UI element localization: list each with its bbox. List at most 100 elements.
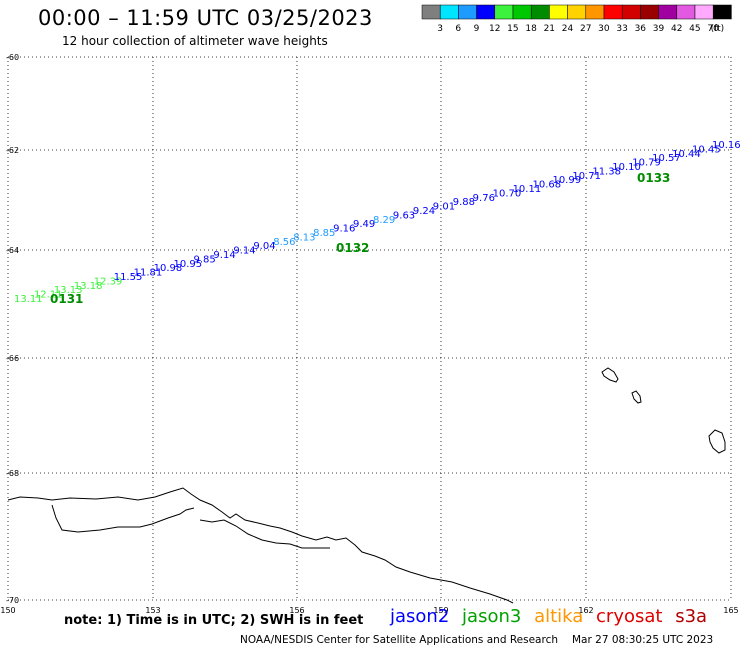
color-bin xyxy=(676,4,696,20)
axis-labels: 150 153 156 159 162 165 -60 -62 -64 -66 -68 -70 xyxy=(0,53,738,615)
legend-jason3: jason3 xyxy=(462,606,522,627)
color-bin xyxy=(494,4,514,20)
swh-label: 9.01 xyxy=(433,202,455,213)
legend-s3a: s3a xyxy=(675,606,708,627)
swh-label: 11.81 xyxy=(134,268,163,279)
coastline-inner xyxy=(51,504,195,533)
lat-label: -62 xyxy=(6,146,19,155)
island xyxy=(631,390,642,404)
lon-label: 156 xyxy=(289,606,304,615)
color-bin-label: 6 xyxy=(455,24,461,34)
color-bin xyxy=(640,4,659,20)
swh-label: 10.70 xyxy=(493,188,522,199)
swh-label: 9.04 xyxy=(253,241,275,252)
swh-label: 8.56 xyxy=(273,237,295,248)
swh-label: 12.11 xyxy=(34,290,63,301)
legend-cryosat: cryosat xyxy=(596,606,663,627)
swh-label: 10.44 xyxy=(672,149,701,160)
color-bin-label: 30 xyxy=(598,24,610,34)
swh-label: 13.18 xyxy=(74,281,103,292)
lat-label: -60 xyxy=(6,53,19,62)
swh-label: 10.10 xyxy=(612,162,641,173)
swh-label: 9.49 xyxy=(353,219,375,230)
color-bin xyxy=(530,4,550,20)
footer-timestamp: Mar 27 08:30:25 UTC 2023 xyxy=(572,634,714,646)
color-bin xyxy=(694,4,714,20)
units-note: note: 1) Time is in UTC; 2) SWH is in fe… xyxy=(64,613,364,628)
swh-label: 12.39 xyxy=(94,276,123,287)
satellite-legend: jason2 jason3 altika cryosat s3a xyxy=(390,606,714,627)
lat-label: -64 xyxy=(6,246,19,255)
footer-credit: NOAA/NESDIS Center for Satellite Applica… xyxy=(240,634,558,646)
color-bin-label: 42 xyxy=(671,24,682,34)
color-bin xyxy=(621,4,641,20)
swh-label: 10.57 xyxy=(652,153,681,164)
lat-label: -66 xyxy=(6,354,19,363)
coastline-inlet xyxy=(199,519,330,549)
swh-label: 9.85 xyxy=(193,254,215,265)
map-subtitle: 12 hour collection of altimeter wave hei… xyxy=(62,34,328,48)
color-bin-label: 36 xyxy=(635,24,647,34)
swh-label: 10.16 xyxy=(712,140,740,151)
color-bin-label: 15 xyxy=(507,24,518,34)
lon-label: 153 xyxy=(145,606,160,615)
color-bin-label: 27 xyxy=(580,24,591,34)
swh-label: 9.16 xyxy=(333,224,355,235)
swh-label: 9.14 xyxy=(233,246,255,257)
color-bin xyxy=(512,4,532,20)
graticule xyxy=(7,56,732,601)
swh-label: 13.11 xyxy=(14,294,43,305)
color-bin-label: 70 xyxy=(707,24,719,34)
color-bin xyxy=(567,4,587,20)
color-bin xyxy=(476,4,496,20)
coastline-path xyxy=(7,487,514,604)
color-bin xyxy=(549,4,568,20)
lon-label: 150 xyxy=(0,606,15,615)
color-bin xyxy=(585,4,605,20)
swh-label: 10.99 xyxy=(552,175,581,186)
lon-label: 159 xyxy=(433,606,448,615)
color-bin-label: 39 xyxy=(653,24,665,34)
footer: NOAA/NESDIS Center for Satellite Applica… xyxy=(240,634,713,646)
time-label: 0132 xyxy=(336,241,369,255)
swh-label: 13.13 xyxy=(54,285,83,296)
swh-label: 8.85 xyxy=(313,228,335,239)
swh-label: 10.68 xyxy=(533,180,562,191)
map-title: 00:00 – 11:59 UTC 03/25/2023 xyxy=(38,6,373,30)
color-bin-label: 3 xyxy=(437,24,443,34)
swh-label: 9.14 xyxy=(213,250,235,261)
swh-label: 9.88 xyxy=(453,197,475,208)
antarctic-coastline xyxy=(7,367,726,604)
color-bin xyxy=(421,4,441,20)
lat-label: -70 xyxy=(6,596,19,605)
swh-label: 11.38 xyxy=(592,166,621,177)
lat-label: -68 xyxy=(6,469,19,478)
island xyxy=(601,367,619,383)
time-label: 0133 xyxy=(637,171,670,185)
swh-label: 9.76 xyxy=(473,193,495,204)
swh-label: 10.45 xyxy=(692,144,721,155)
swh-label: 9.63 xyxy=(393,210,415,221)
lon-label: 165 xyxy=(723,606,738,615)
satellite-track: 13.1112.1113.1313.1812.3911.5511.8110.98… xyxy=(14,140,740,306)
swh-label: 10.79 xyxy=(632,158,661,169)
color-scale-unit: (ft) xyxy=(711,24,725,34)
swh-label: 10.11 xyxy=(513,184,542,195)
island xyxy=(708,429,726,454)
color-bin xyxy=(658,4,678,20)
time-label: 0131 xyxy=(50,292,83,306)
color-bin xyxy=(458,4,477,20)
swh-label: 10.71 xyxy=(572,171,601,182)
color-bin xyxy=(603,4,623,20)
color-bin xyxy=(439,4,459,20)
swh-label: 10.98 xyxy=(154,263,183,274)
color-bin-label: 24 xyxy=(562,24,574,34)
color-bin-label: 21 xyxy=(544,24,555,34)
swh-label: 9.24 xyxy=(413,206,435,217)
lon-label: 162 xyxy=(578,606,593,615)
color-bin-label: 12 xyxy=(489,24,500,34)
color-bin xyxy=(712,4,732,20)
color-scale-legend: 3 6 9 12 15 18 21 24 27 30 33 36 39 42 45 70(ft) xyxy=(421,4,732,34)
swh-label: 8.29 xyxy=(373,215,395,226)
